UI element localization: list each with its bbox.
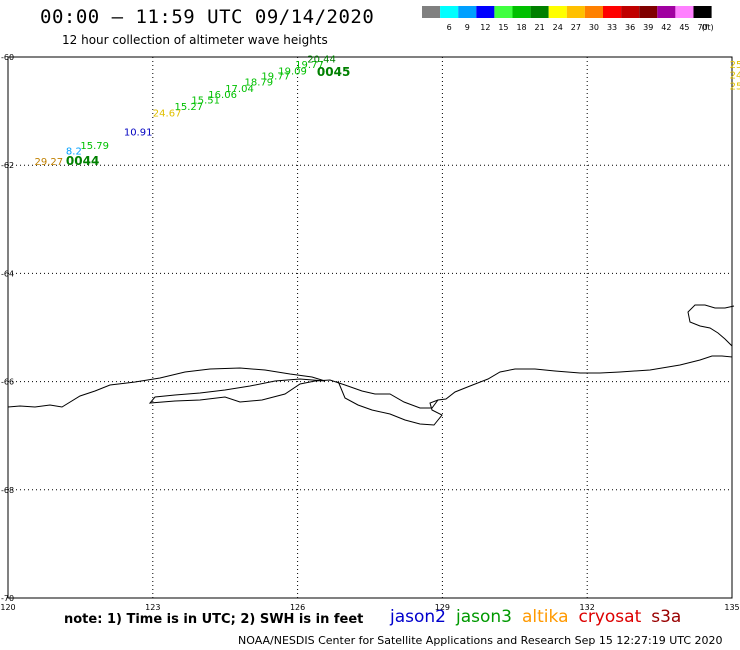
legend-label: 39: [643, 23, 653, 32]
swh-value: 17.04: [225, 84, 254, 95]
coastline-path: [7, 304, 735, 409]
legend-label: 21: [535, 23, 545, 32]
wave-height-observations: 29.278.215.79 10.9124.6715.2715.5116.0617…: [35, 54, 740, 168]
latitude-label: -60: [1, 53, 14, 62]
longitude-label: 129: [435, 603, 450, 612]
legend-swatch: [476, 6, 495, 18]
swh-value: 20.44: [307, 54, 336, 65]
latitude-label: -62: [1, 161, 14, 170]
legend-swatch: [621, 6, 640, 18]
swh-value: 19.09: [278, 66, 307, 77]
legend-label: 36: [625, 23, 635, 32]
swh-value: 24.67: [153, 109, 182, 120]
legend-label: 12: [480, 23, 490, 32]
coastline-inlet: [337, 380, 443, 426]
legend-label: 6: [447, 23, 452, 32]
satellite-pass-labels: 0044 0045: [66, 65, 350, 168]
swh-value: 25: [730, 60, 740, 71]
pass-number: 0045: [317, 65, 350, 79]
units-note: note: 1) Time is in UTC; 2) SWH is in fe…: [64, 612, 364, 627]
legend-label: 27: [571, 23, 581, 32]
satellite-name-s3a: s3a: [651, 607, 682, 627]
legend-label: 18: [516, 23, 526, 32]
swh-value: 19.77: [295, 60, 324, 71]
longitude-label: 126: [290, 603, 305, 612]
latitude-label: -70: [1, 594, 14, 603]
legend-swatch: [657, 6, 676, 18]
legend-swatch: [584, 6, 603, 18]
legend-label: 15: [498, 23, 508, 32]
legend-swatch: [512, 6, 531, 18]
legend-swatch: [566, 6, 585, 18]
swh-value: 24: [730, 71, 740, 82]
coastline: [7, 304, 735, 426]
page-title: 00:00 – 11:59 UTC 09/14/2020: [40, 6, 375, 28]
credit-line: NOAA/NESDIS Center for Satellite Applica…: [238, 634, 723, 647]
swh-value: 25: [730, 81, 740, 92]
latitude-label: -66: [1, 378, 14, 387]
legend-swatch: [458, 6, 477, 18]
swh-value: 18.79: [245, 78, 274, 89]
pass-number: 0044: [66, 154, 99, 168]
swh-value: 15.51: [191, 96, 220, 107]
legend-label: 30: [589, 23, 599, 32]
legend-label: 24: [553, 23, 563, 32]
legend-swatch: [693, 6, 712, 18]
map-frame: [7, 56, 733, 599]
swh-value: 29.27: [35, 157, 64, 168]
legend-label: 45: [679, 23, 689, 32]
latitude-label: -68: [1, 486, 14, 495]
legend-swatch: [422, 6, 441, 18]
satellite-name-altika: altika: [522, 607, 569, 627]
legend-unit: (ft): [702, 23, 714, 32]
graticule: 120 123 126 129 132 135 -60 -62 -64 -66 -68 -70: [0, 53, 739, 612]
swh-value: 16.06: [208, 90, 237, 101]
satellite-legend: jason2 jason3 altika cryosat s3a: [390, 607, 691, 627]
legend-label: 42: [661, 23, 671, 32]
longitude-label: 120: [0, 603, 15, 612]
swh-value: 15.27: [175, 102, 204, 113]
satellite-name-jason2: jason2: [390, 607, 446, 627]
legend-swatch: [530, 6, 549, 18]
latitude-label: -64: [1, 269, 14, 278]
legend-swatch: [494, 6, 513, 18]
legend-swatch: [675, 6, 694, 18]
legend-swatch: [603, 6, 622, 18]
longitude-label: 123: [145, 603, 160, 612]
swh-value: 10.91: [124, 127, 153, 138]
page-subtitle: 12 hour collection of altimeter wave hei…: [62, 33, 328, 47]
legend-label: 70: [697, 23, 707, 32]
longitude-label: 135: [724, 603, 739, 612]
color-legend: 6 9 12 15 18 21 24 27 30 33 36 39 42 45 70(ft): [422, 6, 714, 32]
longitude-label: 132: [580, 603, 595, 612]
swh-value: 8.2: [66, 146, 82, 157]
satellite-name-cryosat: cryosat: [578, 607, 642, 627]
satellite-name-jason3: jason3: [456, 607, 512, 627]
swh-value: 19.77: [261, 72, 290, 83]
swh-value: 15.79: [80, 141, 109, 152]
legend-label: 9: [465, 23, 470, 32]
legend-swatch: [548, 6, 567, 18]
legend-swatch: [639, 6, 658, 18]
legend-label: 33: [607, 23, 617, 32]
legend-swatch: [440, 6, 459, 18]
